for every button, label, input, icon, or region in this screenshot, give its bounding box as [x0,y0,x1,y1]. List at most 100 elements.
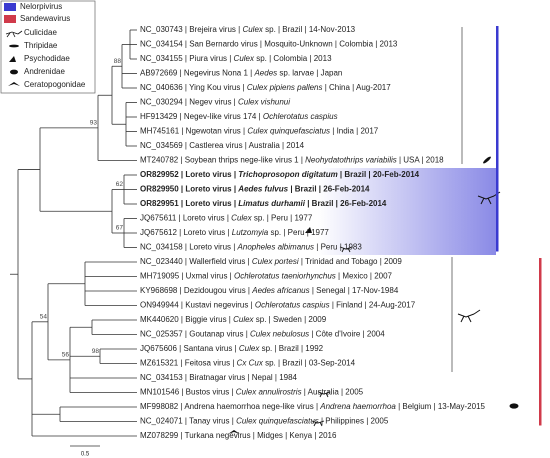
thrips-icon [483,156,491,164]
taxon-label: NC_030294 | Negev virus | Culex vishunui [140,98,290,107]
bootstrap-value: 98 [92,348,100,355]
mosquito-icon [317,391,331,398]
taxon-label-part: Culex vishunui [238,98,290,107]
taxon-label-part: Anopheles albimanus [237,243,315,252]
bootstrap-value: 62 [116,181,124,188]
taxon-label-part: MT240782 | Soybean thrips nege-like viru… [140,156,305,165]
taxon-label-part: | Brazil | 26-Feb-2014 [288,185,370,194]
loreto-highlight [318,168,496,255]
mosquito-icon [311,420,325,427]
mosquito-icon [339,246,353,253]
taxon-label-part: Aedes fulvus [237,185,288,194]
scale-label: 0.5 [81,452,90,458]
taxon-label: HF913429 | Negev-like virus 174 | Ochler… [140,112,338,121]
midge-icon [8,82,20,86]
taxon-label-part: NC_025357 | Goutanap virus | [140,330,250,339]
taxon-label: NC_034158 | Loreto virus | Anopheles alb… [140,243,362,252]
taxon-label-part: NC_034155 | Piura virus | [140,54,234,63]
taxon-label-part: Ochlerotatus caspius [255,301,330,310]
host-label: Ceratopogonidae [24,80,86,89]
taxon-label: NC_040636 | Ying Kou virus | Culex pipie… [140,83,391,92]
taxon-label-part: MH719095 | Uxmal virus | [140,272,234,281]
taxon-label-part: OR829950 | Loreto virus | [140,185,238,194]
genus-label: Sandewavirus [20,14,70,23]
taxon-label-part: sp. | Brazil | 03-Sep-2014 [263,359,356,368]
taxon-label: MH745161 | Ngewotan virus | Culex quinqu… [140,127,379,136]
taxon-label-part: sp. | Brazil | 14-Nov-2013 [263,25,356,34]
taxon-label-part: sp. larvae | Japan [277,69,342,78]
taxon-label-part: NC_034569 | Castlerea virus | Australia … [140,141,305,150]
taxon-label-part: NC_034153 | Biratnagar virus | Nepal | 1… [140,373,298,382]
taxon-label-part: Culex [239,344,260,353]
midge-icon [228,430,240,434]
taxon-label: JQ675612 | Loreto virus | Lutzomyia sp. … [140,228,329,237]
genus-swatch [4,3,16,11]
taxon-label-part: | Belgium | 13-May-2015 [396,402,486,411]
taxon-label-part: Andrena haemorrhoa [319,402,396,411]
taxon-label: NC_034154 | San Bernardo virus | Mosquit… [140,40,398,49]
taxon-label: NC_030743 | Brejeira virus | Culex sp. |… [140,25,356,34]
taxon-label-part: MK440620 | Biggie virus | [140,315,233,324]
taxon-label-part: | Brazil | 20-Feb-2014 [338,170,420,179]
host-label: Thripidae [24,41,58,50]
taxon-label-part: | Mexico | 2007 [336,272,393,281]
taxon-label-part: sp. | Peru | 1977 [252,214,313,223]
taxon-label: NC_023440 | Wallerfield virus | Culex po… [140,257,402,266]
taxon-label-part: sp. | Brazil | 1992 [259,344,323,353]
taxon-label-part: NC_034158 | Loreto virus | [140,243,238,252]
genus-label: Nelorpivirus [20,2,62,11]
taxon-label-part: | Senegal | 17-Nov-1984 [310,286,399,295]
taxon-label-part: AB972669 | Negevirus Nona 1 | [140,69,254,78]
taxon-label-part: NC_030743 | Brejeira virus | [140,25,242,34]
host-label: Psychodidae [24,54,70,63]
taxon-label-part: Cx Cux [237,359,264,368]
taxon-label-part: Trichoprosopon digitatum [238,170,337,179]
mosquito-icon [477,191,501,205]
taxon-label-part: NC_023440 | Wallerfield virus | [140,257,252,266]
mosquito-icon [5,30,23,38]
taxon-label: JQ675606 | Santana virus | Culex sp. | B… [140,344,324,353]
taxon-label-part: | China | Aug-2017 [323,83,392,92]
bootstrap-value: 88 [114,58,122,65]
bee-icon [509,403,519,409]
taxon-label: MZ078299 | Turkana negevirus | Midges | … [140,431,337,440]
taxon-label-part: NC_040636 | Ying Kou virus | [140,83,247,92]
taxon-label: NC_034153 | Biratnagar virus | Nepal | 1… [140,373,298,382]
taxon-label: OR829951 | Loreto virus | Limatus durham… [140,199,387,208]
taxon-label-part: Aedes [253,69,277,78]
taxon-label: MK440620 | Biggie virus | Culex sp. | Sw… [140,315,327,324]
taxon-label: MN101546 | Bustos virus | Culex annuliro… [140,388,364,397]
taxon-label-part: sp. | Peru | 1977 [268,228,329,237]
taxon-label-part: KY968698 | Dezidougou virus | [140,286,252,295]
mosquito-icon [457,309,481,323]
taxon-label: NC_024071 | Tanay virus | Culex quinquef… [140,417,389,426]
taxon-label-part: Ochlerotatus caspius [263,112,338,121]
taxon-label-part: sp. | Sweden | 2009 [254,315,327,324]
genus-swatch [4,15,16,23]
bootstrap-value: 54 [40,314,48,321]
taxon-label-part: Limatus durhamii [238,199,305,208]
taxon-label-part: JQ675606 | Santana virus | [140,344,239,353]
taxon-label: MF998082 | Andrena haemorrhoa nege-like … [140,402,486,411]
taxon-label-part: | India | 2017 [330,127,379,136]
taxon-label: JQ675611 | Loreto virus | Culex sp. | Pe… [140,214,313,223]
taxon-label-part: Culex quinquefasciatus [247,127,330,136]
taxon-label: MT240782 | Soybean thrips nege-like viru… [140,156,444,165]
taxon-label-part: Culex [233,315,254,324]
bootstrap-value: 56 [62,352,70,359]
genus-bar [496,26,499,252]
taxon-label: ON949944 | Kustavi negevirus | Ochlerota… [140,301,416,310]
taxon-label-part: MF998082 | Andrena haemorrhoa nege-like … [140,402,320,411]
host-label: Culicidae [24,28,57,37]
taxon-label-part: | Philippines | 2005 [319,417,389,426]
taxon-label-part: Culex nebulosus [250,330,309,339]
bootstrap-value: 93 [90,120,98,127]
taxon-label-part: Neohydatothrips variabilis [305,156,397,165]
taxon-label-part: NC_034154 | San Bernardo virus | Mosquit… [140,40,398,49]
taxon-label-part: ON949944 | Kustavi negevirus | [140,301,255,310]
taxon-label-part: MH745161 | Ngewotan virus | [140,127,247,136]
taxon-label-part: | Trinidad and Tobago | 2009 [299,257,403,266]
taxon-label: MH719095 | Uxmal virus | Ochlerotatus ta… [140,272,393,281]
taxon-label: OR829950 | Loreto virus | Aedes fulvus |… [140,185,370,194]
sandfly-icon [305,227,312,233]
